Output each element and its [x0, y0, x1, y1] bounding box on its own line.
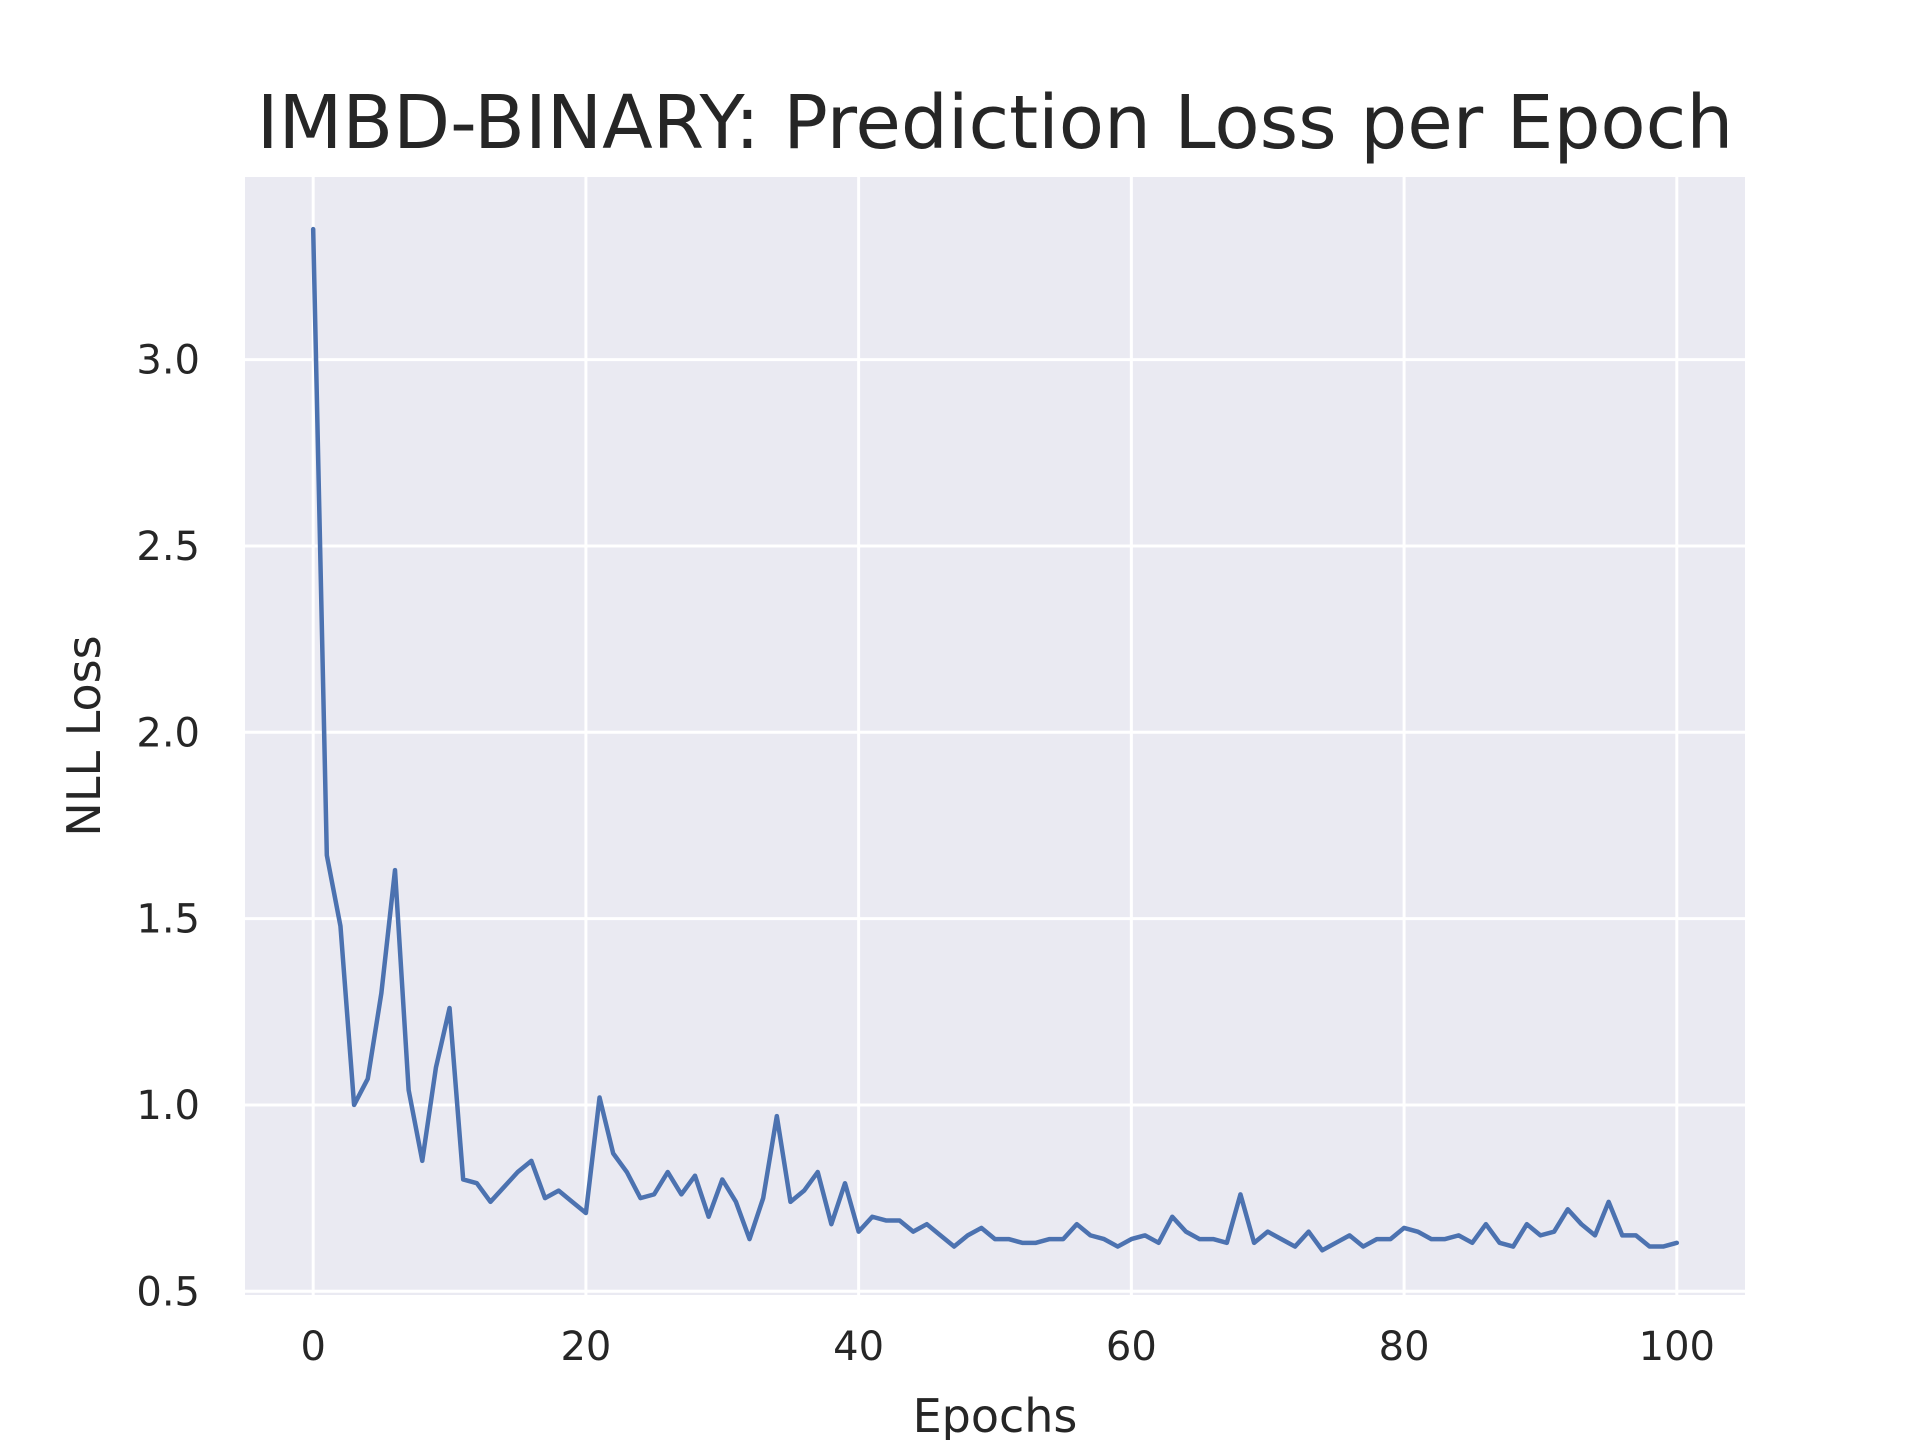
x-tick-label: 40 [833, 1324, 884, 1370]
y-tick-label: 1.0 [136, 1083, 200, 1129]
x-tick-label: 0 [300, 1324, 325, 1370]
y-tick-label: 2.0 [136, 710, 200, 756]
y-tick-label: 0.5 [136, 1269, 200, 1315]
plot-background [245, 177, 1745, 1295]
series-line [310, 226, 1680, 1253]
y-axis-label: NLL Loss [57, 635, 111, 836]
y-tick-label: 3.0 [136, 338, 200, 384]
x-axis-label: Epochs [913, 1389, 1078, 1440]
x-tick-labels: 0 20 40 60 80 100 [300, 1324, 1715, 1370]
y-tick-label: 1.5 [136, 897, 200, 943]
chart-title: IMBD-BINARY: Prediction Loss per Epoch [257, 80, 1734, 166]
x-tick-label: 100 [1639, 1324, 1715, 1370]
y-tick-labels: 0.5 1.0 1.5 2.0 2.5 3.0 [136, 338, 200, 1316]
x-tick-label: 20 [560, 1324, 611, 1370]
x-tick-label: 80 [1379, 1324, 1430, 1370]
y-gridlines [245, 358, 1745, 1293]
x-gridlines [311, 177, 1679, 1295]
y-tick-label: 2.5 [136, 524, 200, 570]
series-group [310, 226, 1680, 1253]
x-tick-label: 60 [1106, 1324, 1157, 1370]
